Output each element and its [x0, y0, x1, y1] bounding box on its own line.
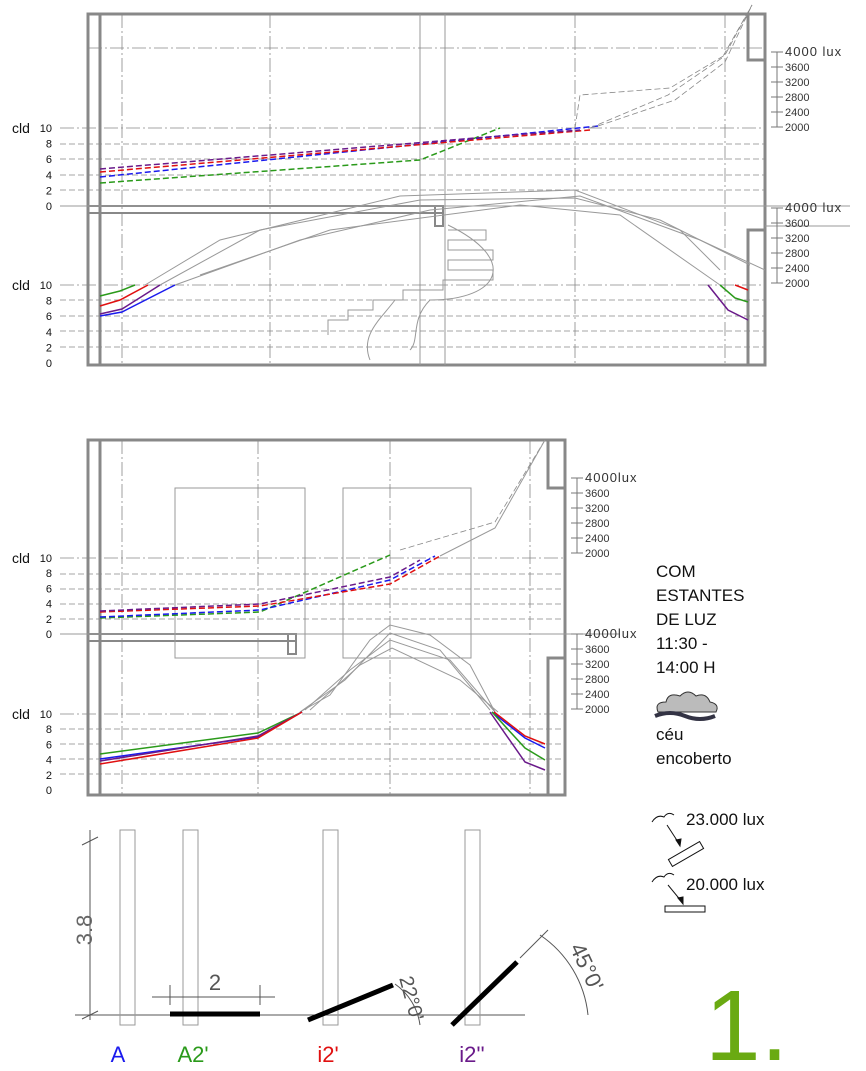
cld-tick-label: 2	[46, 185, 52, 197]
cld-tick-label: 6	[46, 739, 52, 751]
lux-tick-label: 4000lux	[585, 470, 638, 485]
legend-line: DE LUZ	[656, 610, 716, 629]
cld-tick-label: 2	[46, 770, 52, 782]
illuminance-label: 20.000 lux	[686, 875, 765, 894]
panel-2-axes: cld 10 8 6 4 2 0 cld 10 8 6 4 2 0 4000lux 3600 3200 2800 2…	[12, 470, 638, 797]
cld-tick-label: 6	[46, 583, 52, 595]
lux-tick-label: 2400	[785, 107, 809, 119]
cld-tick-label: 8	[46, 139, 52, 151]
legend-line: COM	[656, 562, 696, 581]
angle-dimension: 22°0'	[394, 974, 427, 1023]
case-label: i2''	[459, 1042, 485, 1066]
lux-tick-label: 2800	[585, 518, 609, 530]
cld-tick-label: 2	[46, 614, 52, 626]
cld-tick-label: 4	[46, 327, 52, 339]
lux-tick-label: 2400	[585, 533, 609, 545]
panel-2-curves	[99, 439, 546, 771]
cld-tick-label: 4	[46, 170, 52, 182]
lux-tick-label: 3200	[785, 77, 809, 89]
axis-label: cld	[12, 277, 30, 293]
legend-line: 11:30 -	[656, 634, 708, 653]
cld-tick-label: 2	[46, 342, 52, 354]
legend-line: ESTANTES	[656, 586, 744, 605]
sky-line: céu	[656, 725, 683, 744]
panel-1-axes: cld 10 8 6 4 2 0 cld 10 8 6 4 2 0 4000 lux 3600 3200 2800…	[12, 44, 842, 370]
panel-1-curves	[99, 4, 766, 361]
cld-tick-label: 10	[40, 280, 52, 292]
lux-tick-label: 2000	[785, 278, 809, 290]
case-label: A	[111, 1042, 126, 1066]
figure-number: 1.	[705, 970, 788, 1066]
lux-tick-label: 4000 lux	[785, 200, 842, 215]
axis-label: cld	[12, 550, 30, 566]
lux-tick-label: 2800	[585, 674, 609, 686]
axis-label: cld	[12, 120, 30, 136]
lux-tick-label: 2800	[785, 248, 809, 260]
cld-tick-label: 0	[46, 358, 52, 370]
cld-tick-label: 6	[46, 154, 52, 166]
lux-tick-label: 3200	[585, 659, 609, 671]
lux-tick-label: 3200	[585, 503, 609, 515]
panel-2-frame	[86, 438, 567, 797]
axis-label: cld	[12, 706, 30, 722]
panel-1-frame	[86, 12, 767, 367]
cld-tick-label: 10	[40, 709, 52, 721]
lux-tick-label: 2800	[785, 92, 809, 104]
cld-tick-label: 8	[46, 296, 52, 308]
lux-tick-label: 3600	[585, 644, 609, 656]
legend-text: COM ESTANTES DE LUZ 11:30 - 14:00 H	[656, 562, 744, 677]
lux-tick-label: 2400	[785, 263, 809, 275]
lux-tick-label: 3200	[785, 233, 809, 245]
cld-tick-label: 0	[46, 201, 52, 213]
lux-tick-label: 2000	[585, 548, 609, 560]
lux-tick-label: 3600	[585, 488, 609, 500]
cld-tick-label: 8	[46, 568, 52, 580]
lux-tick-label: 3600	[785, 62, 809, 74]
cld-tick-label: 4	[46, 755, 52, 767]
panel-2-grid	[60, 440, 620, 795]
case-label: A2'	[177, 1042, 208, 1066]
cld-tick-label: 6	[46, 311, 52, 323]
cld-tick-label: 8	[46, 724, 52, 736]
lux-tick-label: 3600	[785, 218, 809, 230]
illuminance-label: 23.000 lux	[686, 810, 765, 829]
cld-tick-label: 10	[40, 123, 52, 135]
lux-tick-label: 2400	[585, 689, 609, 701]
cld-tick-label: 0	[46, 785, 52, 797]
case-label: i2'	[317, 1042, 338, 1066]
sky-text: céu encoberto	[656, 725, 732, 768]
legend-line: 14:00 H	[656, 658, 716, 677]
sky-line: encoberto	[656, 749, 732, 768]
cld-tick-label: 0	[46, 629, 52, 641]
illuminance-icons: 23.000 lux 20.000 lux	[651, 810, 765, 913]
cld-tick-label: 4	[46, 599, 52, 611]
cloud-icon	[654, 691, 718, 721]
lux-tick-label: 4000 lux	[785, 44, 842, 59]
height-dimension: 3.8	[72, 915, 97, 946]
width-dimension: 2	[209, 970, 221, 995]
lux-tick-label: 4000lux	[585, 626, 638, 641]
sections: 3.8 2 22°0' 45°0' A A2' i2' i2''	[72, 829, 609, 1067]
lux-tick-label: 2000	[785, 122, 809, 134]
lux-tick-label: 2000	[585, 704, 609, 716]
legend: COM ESTANTES DE LUZ 11:30 - 14:00 H céu encob…	[654, 562, 744, 768]
cld-tick-label: 10	[40, 553, 52, 565]
